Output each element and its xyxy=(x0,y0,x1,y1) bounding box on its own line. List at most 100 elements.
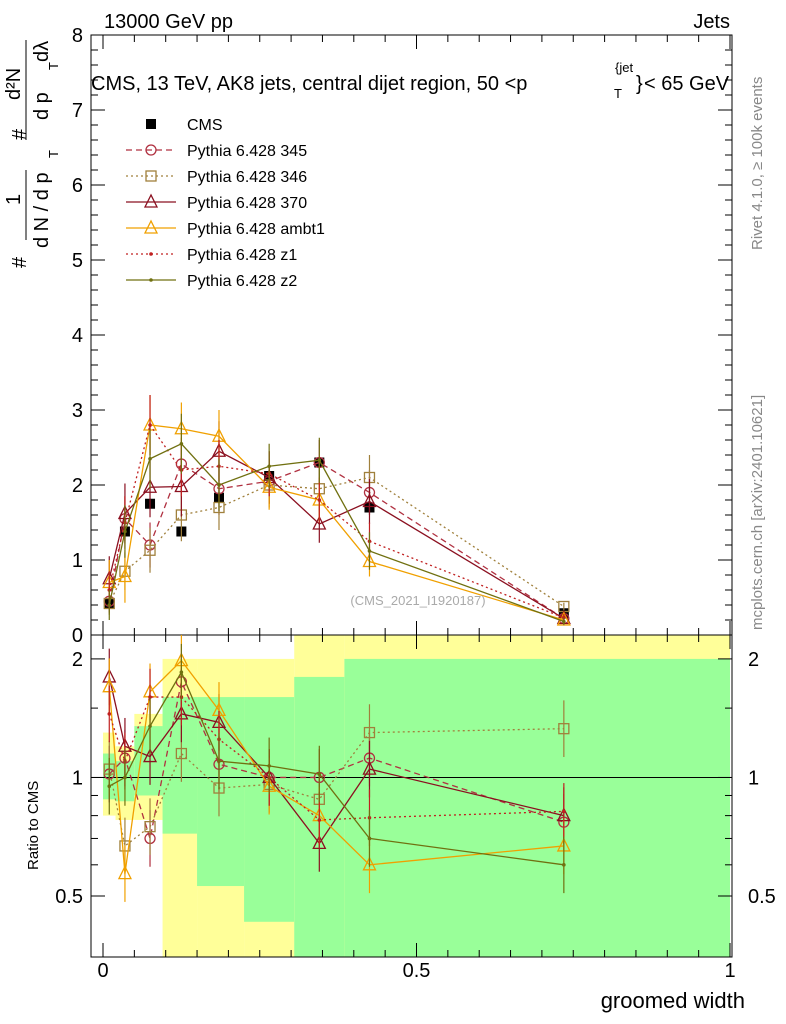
data-point xyxy=(562,809,566,814)
data-point xyxy=(149,278,153,282)
ratio-line xyxy=(108,679,565,839)
data-point xyxy=(367,836,372,841)
data-point xyxy=(317,818,322,822)
x-tick-label: 1 xyxy=(724,960,735,982)
header-right: Jets xyxy=(693,11,730,33)
y-tick-label-ratio-right: 1 xyxy=(748,767,759,789)
y-tick-label-ratio: 2 xyxy=(72,649,83,671)
data-point xyxy=(267,764,271,768)
data-point xyxy=(107,784,112,789)
data-point xyxy=(148,695,152,699)
ratio-band xyxy=(91,635,732,957)
title-sup: {jet xyxy=(615,60,633,75)
ratio-frame xyxy=(90,634,733,958)
band-inner xyxy=(344,658,730,957)
data-point xyxy=(217,759,221,763)
y-tick-label-ratio-right: 2 xyxy=(748,649,759,671)
y-axis-label-ratio: Ratio to CMS xyxy=(25,781,42,870)
analysis-id: (CMS_2021_I1920187) xyxy=(350,593,485,608)
ratio-series xyxy=(102,635,571,902)
main-series xyxy=(102,395,571,626)
data-point xyxy=(117,568,132,583)
title-sub: T xyxy=(614,86,622,101)
band-inner xyxy=(162,697,198,834)
data-point xyxy=(562,863,566,867)
data-point xyxy=(148,724,152,728)
data-point xyxy=(142,478,158,493)
data-point xyxy=(558,723,570,735)
data-point xyxy=(362,856,377,871)
data-point xyxy=(148,423,152,427)
title-main: CMS, 13 TeV, AK8 jets, central dijet reg… xyxy=(91,73,527,95)
mcplots-watermark: mcplots.cern.ch [arXiv:2401.10621] xyxy=(749,395,766,630)
data-point xyxy=(149,252,153,256)
x-axis-label: groomed width xyxy=(601,988,745,1013)
ylabel-one: 1 xyxy=(3,194,25,205)
data-point xyxy=(107,603,112,607)
band-inner xyxy=(134,726,163,796)
y-tick-label-ratio: 0.5 xyxy=(55,886,83,908)
data-point xyxy=(144,821,156,833)
data-point xyxy=(143,193,159,208)
y-tick-label-main: 6 xyxy=(72,175,83,197)
header-left: 13000 GeV pp xyxy=(104,11,233,33)
data-point xyxy=(117,865,132,880)
ylabel-dpT: d p xyxy=(31,92,53,120)
series-line xyxy=(108,476,565,608)
data-point xyxy=(145,144,157,156)
data-point xyxy=(317,498,322,502)
data-point xyxy=(123,775,127,780)
data-point xyxy=(362,760,377,775)
data-point xyxy=(175,747,188,760)
legend-label: Pythia 6.428 345 xyxy=(187,143,307,160)
x-tick-label: 0 xyxy=(97,960,108,982)
data-point xyxy=(142,748,158,763)
data-point xyxy=(562,619,566,624)
y-tick-label-main: 2 xyxy=(72,475,83,497)
data-point xyxy=(317,772,322,776)
data-point xyxy=(146,119,156,129)
x-tick-label: 0.5 xyxy=(403,960,431,982)
y-tick-label-main: 5 xyxy=(72,250,83,272)
data-point xyxy=(144,544,156,556)
ylabel-T2: T xyxy=(46,62,61,70)
y-tick-label-main: 4 xyxy=(72,325,83,347)
y-tick-label-ratio-right: 0.5 xyxy=(748,886,776,908)
data-point xyxy=(123,529,127,534)
data-point xyxy=(312,834,327,850)
ylabel-dlam: dλ xyxy=(31,41,53,62)
legend-label: CMS xyxy=(187,117,223,134)
data-point xyxy=(367,549,372,553)
y-tick-label-main: 8 xyxy=(72,25,83,47)
data-point xyxy=(217,483,221,487)
data-point xyxy=(312,515,327,530)
y-axis-label-main: # 1 d N / d p T # d²N d p T dλ xyxy=(3,40,61,268)
legend: CMS Pythia 6.428 345 Pythia 6.428 346 Pythi… xyxy=(126,117,325,290)
ylabel-d2N: d²N xyxy=(3,68,25,100)
ylabel-hash2: # xyxy=(9,128,31,140)
title-brace: } xyxy=(636,73,643,95)
y-tick-label-main: 7 xyxy=(72,100,83,122)
data-point xyxy=(179,670,184,675)
ylabel-T1: T xyxy=(46,150,61,158)
y-tick-label-main: 1 xyxy=(72,550,83,572)
data-point xyxy=(145,170,157,182)
title-tail: < 65 GeV xyxy=(644,73,730,95)
legend-label: Pythia 6.428 ambt1 xyxy=(187,221,325,238)
data-point xyxy=(179,441,184,446)
data-point xyxy=(363,726,376,739)
data-point xyxy=(143,219,159,234)
legend-label: Pythia 6.428 346 xyxy=(187,169,307,186)
legend-label: Pythia 6.428 370 xyxy=(187,195,307,212)
y-tick-label-main: 0 xyxy=(72,625,83,647)
y-tick-label-ratio: 1 xyxy=(72,767,83,789)
legend-label: Pythia 6.428 z2 xyxy=(187,273,297,290)
data-point xyxy=(148,456,152,461)
y-tick-label-main: 3 xyxy=(72,400,83,422)
ylabel-dN: d N / d p xyxy=(31,172,53,248)
data-point xyxy=(362,493,377,508)
data-point xyxy=(317,458,322,463)
rivet-watermark: Rivet 4.1.0, ≥ 100k events xyxy=(749,77,766,250)
